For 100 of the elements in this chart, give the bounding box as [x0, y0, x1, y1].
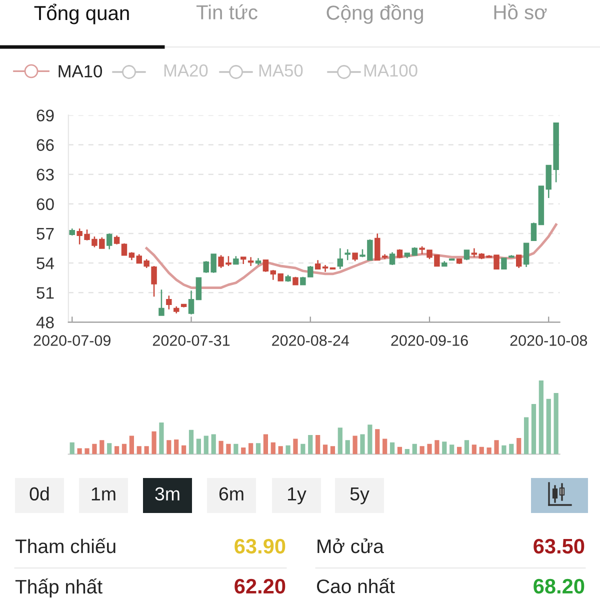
text: Cộng đồng: [326, 4, 423, 24]
candlestick: [106, 232, 112, 250]
bar: [129, 436, 134, 454]
bar: [248, 443, 254, 454]
candlestick: [188, 290, 194, 315]
candlestick: [523, 242, 530, 268]
bar: [456, 446, 462, 454]
y-tick-label: 66: [36, 139, 54, 151]
candlestick: [464, 250, 470, 261]
bar: [278, 446, 283, 454]
bar: [234, 444, 238, 454]
text: Mở cửa: [318, 538, 384, 554]
bar: [211, 434, 216, 454]
text: 3m: [155, 487, 180, 501]
text: 68.20: [534, 578, 584, 594]
bar: [322, 444, 328, 454]
y-tick-label: 48: [36, 316, 54, 328]
bar: [338, 428, 342, 454]
bar: [256, 443, 261, 454]
y-tick-label: 57: [36, 228, 54, 240]
text: Hồ sơ: [494, 4, 547, 20]
candlestick: [196, 277, 202, 300]
bar: [100, 440, 104, 454]
candlestick: [248, 256, 254, 267]
bar: [524, 417, 529, 454]
bar: [218, 440, 224, 454]
candlestick: [337, 248, 344, 270]
bar: [316, 435, 320, 454]
text: 1m: [92, 487, 116, 500]
bar: [404, 449, 410, 454]
bar: [226, 444, 231, 454]
x-tick-label: 2020-09-16: [391, 335, 468, 346]
x-tick-label: 2020-07-09: [34, 335, 110, 346]
candlestick: [262, 259, 269, 273]
y-tick-label: 63: [36, 168, 54, 181]
bar: [375, 429, 380, 454]
candlestick: [516, 254, 522, 269]
candlestick: [308, 265, 314, 278]
bar: [286, 445, 290, 454]
bar: [188, 430, 194, 454]
bar: [382, 438, 388, 454]
text: 6m: [219, 487, 244, 501]
bar: [412, 444, 417, 454]
bar: [479, 446, 484, 454]
line-series: [145, 223, 558, 289]
text: Cao nhất: [316, 578, 395, 594]
text: 0d: [30, 486, 49, 501]
y-tick-label: 60: [36, 198, 54, 210]
candlestick: [501, 258, 507, 270]
candlestick: [374, 232, 380, 261]
x-tick-label: 2020-07-31: [152, 335, 230, 346]
bar: [181, 445, 186, 454]
bar: [368, 424, 372, 454]
x-tick-label: 2020-08-24: [272, 335, 350, 346]
bar: [450, 444, 454, 454]
bar: [531, 404, 536, 454]
bar: [152, 431, 156, 454]
bar: [330, 446, 336, 454]
y-tick-label: 69: [36, 110, 54, 122]
x-tick-label: 2020-10-08: [510, 335, 588, 346]
bar: [241, 448, 246, 454]
text: MA50: [259, 64, 303, 77]
candlestick: [389, 252, 396, 266]
candlestick: [166, 294, 172, 310]
bar: [434, 440, 440, 454]
bar: [84, 448, 90, 454]
text: MA20: [164, 64, 208, 77]
text: 63.50: [534, 538, 584, 554]
bar: [293, 438, 298, 454]
bar: [494, 440, 499, 454]
bar: [300, 444, 306, 454]
bar: [77, 448, 82, 454]
text: 5y: [350, 487, 370, 504]
bar: [472, 444, 476, 454]
bar: [509, 444, 514, 454]
text: Tin tức: [196, 4, 258, 20]
bar: [502, 445, 506, 454]
bar: [427, 444, 432, 454]
bar: [92, 444, 97, 454]
candlestick: [530, 222, 537, 242]
bar: [270, 442, 276, 454]
text: 63.90: [234, 538, 286, 554]
legend-label: MA10: [58, 65, 102, 78]
bar: [397, 446, 402, 454]
bar: [144, 446, 149, 454]
candlestick: [158, 289, 164, 316]
bar: [308, 435, 313, 454]
bar: [159, 422, 164, 454]
text: MA100: [364, 64, 418, 77]
y-tick-label: 54: [36, 258, 54, 270]
bar: [204, 436, 208, 454]
text: Tham chiếu: [15, 538, 116, 554]
bar: [554, 392, 558, 454]
y-tick-label: 51: [36, 287, 54, 299]
bar: [345, 440, 350, 454]
bar: [70, 442, 74, 454]
bar: [174, 439, 179, 454]
bar: [122, 444, 127, 454]
bar: [442, 442, 447, 454]
bar: [352, 436, 358, 454]
